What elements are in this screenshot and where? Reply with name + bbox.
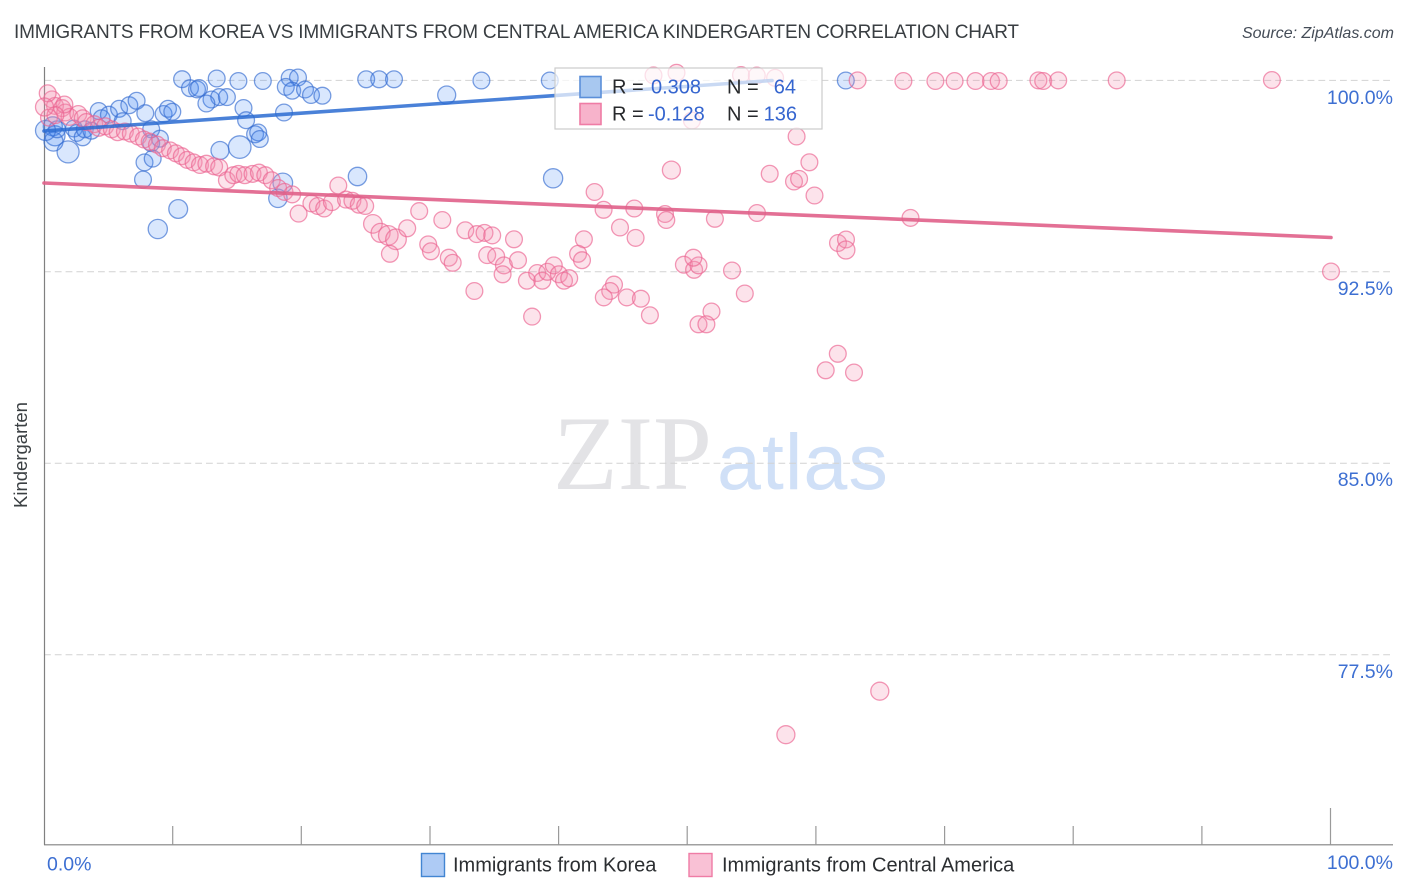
svg-text:100.0%: 100.0% — [1327, 87, 1393, 109]
svg-text:atlas: atlas — [717, 417, 889, 506]
svg-text:Kindergarten: Kindergarten — [10, 402, 31, 508]
svg-text:92.5%: 92.5% — [1338, 278, 1393, 300]
svg-text:85.0%: 85.0% — [1338, 469, 1393, 491]
svg-text:100.0%: 100.0% — [1327, 852, 1393, 874]
svg-text:N =: N = — [727, 104, 759, 126]
svg-text:N =: N = — [727, 77, 759, 99]
svg-text:Immigrants from Korea: Immigrants from Korea — [453, 855, 657, 877]
svg-text:64: 64 — [774, 77, 796, 99]
svg-text:IMMIGRANTS FROM KOREA VS IMMIG: IMMIGRANTS FROM KOREA VS IMMIGRANTS FROM… — [14, 22, 1019, 43]
svg-text:Immigrants from Central Americ: Immigrants from Central America — [722, 855, 1015, 877]
svg-text:R =: R = — [612, 104, 644, 126]
svg-text:R =: R = — [612, 77, 644, 99]
svg-text:0.0%: 0.0% — [47, 854, 91, 876]
svg-text:Source: ZipAtlas.com: Source: ZipAtlas.com — [1242, 25, 1394, 42]
svg-text:136: 136 — [764, 104, 797, 126]
svg-text:0.308: 0.308 — [651, 77, 701, 99]
svg-text:-0.128: -0.128 — [648, 104, 705, 126]
svg-text:77.5%: 77.5% — [1338, 661, 1393, 683]
svg-text:ZIP: ZIP — [553, 395, 712, 512]
